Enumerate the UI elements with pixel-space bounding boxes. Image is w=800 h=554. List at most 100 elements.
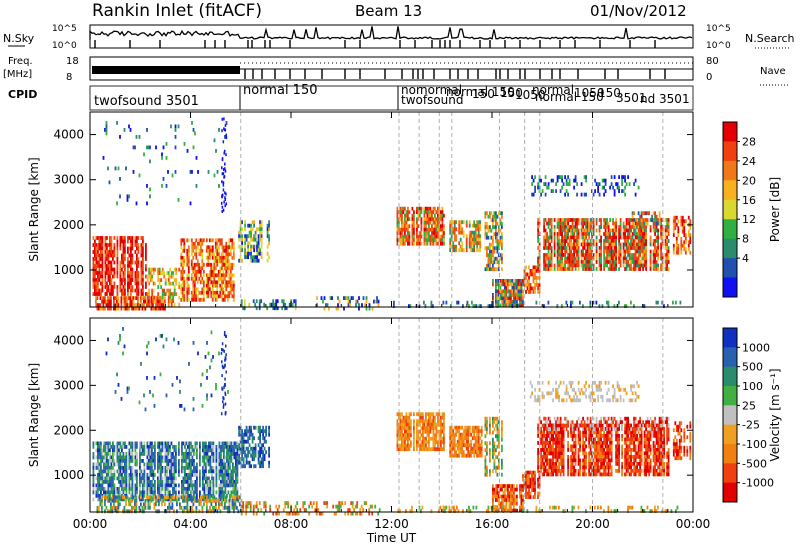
data-cell	[161, 299, 163, 304]
data-cell	[94, 281, 96, 286]
data-cell	[181, 273, 184, 278]
data-cell	[226, 480, 228, 484]
data-cell	[401, 238, 403, 243]
data-cell	[124, 253, 126, 258]
data-cell	[178, 285, 181, 289]
data-cell	[130, 285, 132, 289]
data-cell	[520, 289, 523, 294]
data-cell	[471, 234, 474, 239]
data-cell	[158, 495, 160, 500]
data-cell	[220, 487, 222, 491]
data-cell	[600, 256, 602, 261]
data-cell	[178, 452, 180, 456]
data-cell	[107, 271, 110, 275]
data-cell	[440, 234, 442, 239]
data-cell	[119, 455, 122, 460]
data-cell	[516, 293, 518, 297]
data-cell	[92, 483, 95, 488]
data-cell	[240, 302, 243, 307]
data-cell	[514, 282, 517, 287]
data-cell	[501, 225, 503, 230]
data-cell	[643, 249, 646, 254]
data-cell	[122, 271, 125, 275]
data-cell	[573, 256, 575, 261]
data-cell	[487, 228, 490, 233]
data-cell	[202, 269, 205, 274]
data-cell	[586, 260, 589, 264]
data-cell	[547, 246, 550, 250]
data-cell	[123, 505, 126, 510]
data-cell	[112, 285, 114, 289]
data-cell	[660, 246, 662, 250]
data-cell	[476, 237, 479, 242]
data-cell	[211, 445, 213, 449]
data-cell	[208, 480, 210, 484]
data-cell	[592, 267, 595, 271]
data-cell	[154, 267, 157, 272]
data-cell	[426, 220, 429, 225]
data-cell	[556, 246, 559, 250]
data-cell	[547, 253, 550, 257]
data-cell	[169, 459, 171, 463]
data-cell	[606, 218, 608, 222]
data-cell	[232, 483, 234, 488]
data-cell	[94, 257, 96, 261]
data-cell	[600, 253, 602, 257]
data-cell	[420, 220, 423, 225]
data-cell	[134, 271, 137, 275]
data-cell	[627, 253, 629, 257]
data-cell	[425, 227, 427, 232]
data-cell	[129, 509, 132, 514]
data-cell	[574, 256, 577, 261]
data-cell	[186, 248, 189, 253]
data-cell	[625, 182, 628, 186]
data-cell	[532, 290, 535, 294]
data-cell	[250, 234, 252, 239]
data-cell	[166, 476, 168, 481]
data-cell	[633, 267, 635, 271]
data-cell	[161, 303, 163, 307]
data-cell	[495, 303, 497, 308]
data-cell	[564, 249, 566, 254]
data-cell	[404, 224, 406, 229]
data-cell	[537, 182, 539, 186]
data-cell	[159, 296, 162, 300]
data-cell	[199, 473, 201, 477]
data-cell	[119, 490, 122, 495]
data-cell	[241, 241, 243, 246]
data-cell	[598, 263, 601, 268]
data-cell	[667, 239, 670, 243]
data-cell	[492, 267, 494, 272]
data-cell	[613, 175, 616, 179]
data-cell	[245, 237, 248, 242]
data-cell	[143, 152, 145, 157]
nsearch-tick-top: 10^5	[706, 24, 731, 34]
data-cell	[216, 255, 219, 260]
data-cell	[152, 288, 155, 293]
data-cell	[193, 448, 195, 453]
data-cell	[187, 441, 189, 446]
data-cell	[140, 274, 143, 279]
data-cell	[525, 265, 527, 270]
data-cell	[158, 267, 161, 272]
data-cell	[639, 218, 641, 223]
data-cell	[95, 285, 98, 289]
data-cell	[110, 303, 112, 307]
data-cell	[559, 221, 562, 226]
data-cell	[149, 441, 152, 446]
data-cell	[615, 246, 617, 250]
data-cell	[110, 483, 113, 488]
data-cell	[625, 242, 628, 247]
data-cell	[187, 262, 190, 267]
data-cell	[158, 476, 161, 481]
data-cell	[547, 256, 550, 261]
data-cell	[396, 217, 399, 222]
data-cell	[224, 455, 227, 460]
data-cell	[238, 432, 240, 437]
data-cell	[122, 455, 125, 460]
data-cell	[109, 494, 111, 498]
data-cell	[607, 235, 610, 240]
data-cell	[634, 235, 637, 240]
data-cell	[404, 220, 406, 225]
data-cell	[680, 222, 683, 227]
